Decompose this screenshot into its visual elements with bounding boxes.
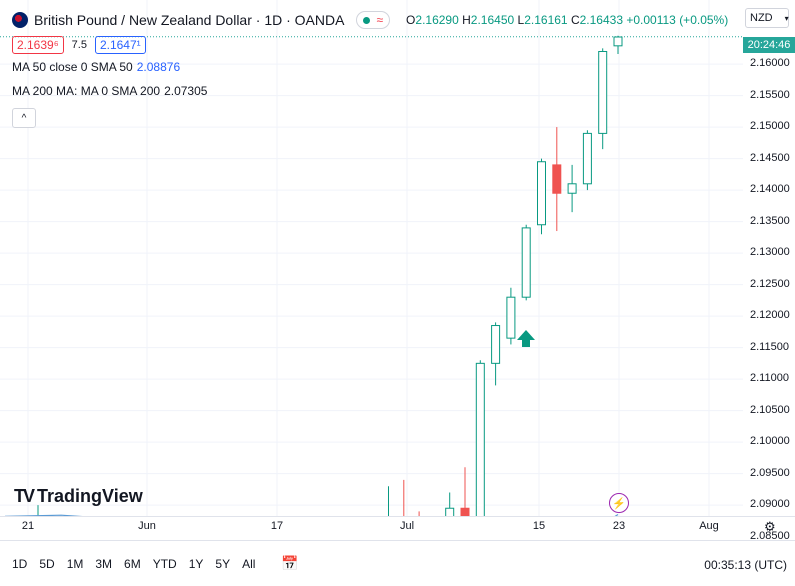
price-tick-label: 2.12000	[750, 309, 790, 322]
market-open-dot-icon	[363, 16, 371, 24]
legend: British Pound / New Zealand Dollar · 1D …	[12, 10, 728, 128]
sell-price-box[interactable]: 2.1639⁶	[12, 36, 64, 54]
currency-selector[interactable]: NZD ▾	[745, 8, 789, 28]
range-buttons: 1D 5D 1M 3M 6M YTD 1Y 5Y All	[12, 557, 267, 571]
date-range-icon[interactable]: 📅	[281, 555, 299, 571]
price-tick-label: 2.08500	[750, 529, 790, 542]
candle-body	[552, 164, 562, 194]
range-button-6m[interactable]: 6M	[124, 556, 141, 571]
ma50-line	[4, 514, 83, 516]
time-tick-label: Jun	[138, 520, 156, 532]
price-tick-label: 2.12500	[750, 277, 790, 290]
chart-area[interactable]	[0, 0, 743, 516]
symbol-title[interactable]: British Pound / New Zealand Dollar · 1D …	[34, 12, 345, 28]
price-tick-label: 2.11500	[750, 340, 789, 353]
price-tick-label: 2.10500	[750, 403, 790, 416]
price-tick-label: 2.16000	[750, 57, 790, 70]
candle-body	[537, 161, 546, 226]
ohlc-values: O2.16290 H2.16450 L2.16161 C2.16433 +0.0…	[406, 13, 729, 27]
price-tick-label: 2.09500	[750, 466, 790, 479]
price-tick-label: 2.09000	[750, 498, 790, 511]
change-value: +0.00113 (+0.05%)	[626, 13, 729, 27]
spread-value: 7.5	[71, 39, 87, 51]
last-price-countdown: 20:24:46	[743, 37, 795, 53]
candle-body	[567, 183, 577, 194]
tradingview-logo: TV TradingView	[14, 486, 143, 506]
waves-icon: ≈	[376, 13, 384, 27]
market-status-pill[interactable]: ≈	[356, 11, 391, 29]
ma200-legend[interactable]: MA 200 MA: MA 0 SMA 200 2.07305	[12, 84, 208, 98]
collapse-legend-button[interactable]: ^	[12, 108, 36, 128]
quote-boxes: 2.1639⁶ 7.5 2.1647¹	[12, 36, 728, 54]
range-button-ytd[interactable]: YTD	[152, 556, 177, 571]
ma50-legend[interactable]: MA 50 close 0 SMA 50 2.08876	[12, 60, 181, 74]
candle-body	[521, 227, 531, 298]
time-tick-label: 17	[270, 520, 284, 532]
time-tick-label: 21	[21, 520, 35, 532]
symbol-row: British Pound / New Zealand Dollar · 1D …	[12, 10, 728, 30]
time-tick-label: Jul	[399, 520, 415, 532]
candle-body	[506, 296, 516, 339]
range-button-5y[interactable]: 5Y	[215, 556, 231, 571]
candle-body	[460, 507, 470, 516]
range-toolbar: 1D 5D 1M 3M 6M YTD 1Y 5Y All 📅	[0, 540, 795, 586]
range-button-1m[interactable]: 1M	[66, 556, 84, 571]
price-tick-label: 2.14500	[750, 151, 790, 164]
candle-body	[613, 36, 623, 47]
time-tick-label: 15	[532, 520, 546, 532]
currency-flag-icon	[12, 12, 28, 28]
price-tick-label: 2.13500	[750, 214, 790, 227]
time-axis-line	[0, 516, 795, 517]
utc-clock[interactable]: 00:35:13 (UTC)	[704, 558, 787, 572]
range-button-1d[interactable]: 1D	[12, 556, 28, 571]
chart-settings-icon[interactable]: ⚙	[764, 519, 776, 534]
price-tick-label: 2.14000	[750, 183, 790, 196]
candle-body	[491, 325, 501, 364]
price-tick-label: 2.10000	[750, 435, 790, 448]
tradingview-mark-icon: TV	[14, 486, 35, 506]
range-button-5d[interactable]: 5D	[39, 556, 55, 571]
price-axis[interactable]	[743, 0, 795, 516]
range-button-3m[interactable]: 3M	[95, 556, 113, 571]
price-chart[interactable]	[0, 0, 743, 516]
lightning-icon[interactable]: ⚡	[609, 493, 629, 513]
price-tick-label: 2.15500	[750, 88, 790, 101]
buy-signal-arrow-icon	[517, 330, 535, 347]
candle-body	[582, 132, 592, 185]
price-tick-label: 2.13000	[750, 246, 790, 259]
time-tick-label: 23	[612, 520, 626, 532]
buy-price-box[interactable]: 2.1647¹	[94, 36, 146, 54]
price-tick-label: 2.11000	[750, 372, 789, 385]
range-button-1y[interactable]: 1Y	[188, 556, 204, 571]
candle-body	[445, 507, 455, 516]
range-button-all[interactable]: All	[242, 556, 256, 571]
candle-body	[475, 362, 485, 516]
candle-body	[598, 50, 608, 134]
time-tick-label: Aug	[699, 520, 719, 532]
price-tick-label: 2.15000	[750, 120, 790, 133]
